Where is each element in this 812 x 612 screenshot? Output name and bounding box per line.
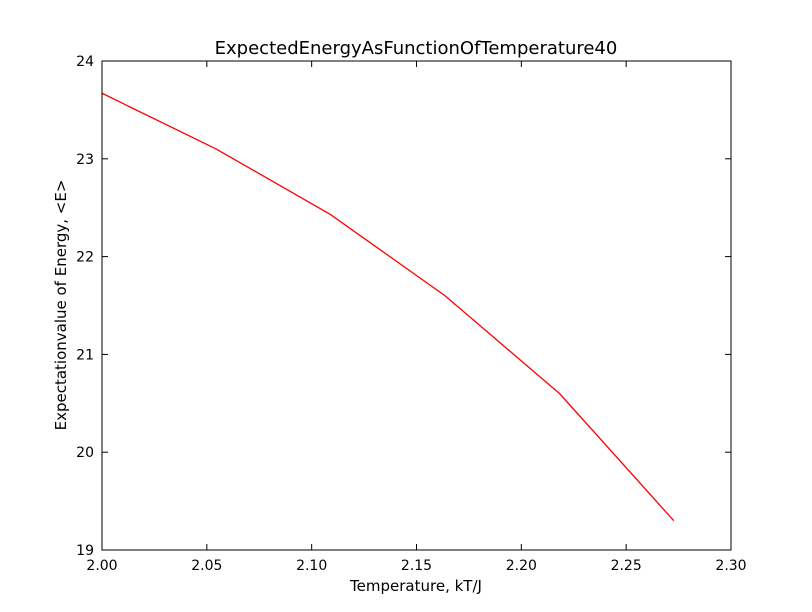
x-tick-label: 2.25: [611, 558, 642, 574]
x-tick-label: 2.10: [296, 558, 327, 574]
x-tick-label: 2.30: [715, 558, 746, 574]
tick-group: 2.00 2.05 2.10 2.15 2.20 2.25 2.30 19 20 21 22 23 24: [76, 54, 746, 574]
y-tick-label: 20: [76, 445, 94, 461]
x-axis-label: Temperature, kT/J: [349, 577, 482, 595]
y-tick-label: 23: [76, 152, 94, 168]
y-tick-label: 24: [76, 54, 94, 70]
y-tick-label: 22: [76, 250, 94, 266]
y-tick-label: 19: [76, 543, 94, 559]
series-group: [101, 92, 675, 522]
y-tick-label: 21: [76, 347, 94, 363]
series-line: [101, 92, 675, 522]
x-tick-label: 2.20: [506, 558, 537, 574]
plot-frame: [101, 60, 732, 551]
x-tick-label: 2.15: [401, 558, 432, 574]
y-axis-label: Expectationvalue of Energy, <E>: [52, 180, 70, 431]
x-tick-label: 2.05: [191, 558, 222, 574]
x-tick-label: 2.00: [86, 558, 117, 574]
chart-title: ExpectedEnergyAsFunctionOfTemperature40: [215, 38, 618, 59]
